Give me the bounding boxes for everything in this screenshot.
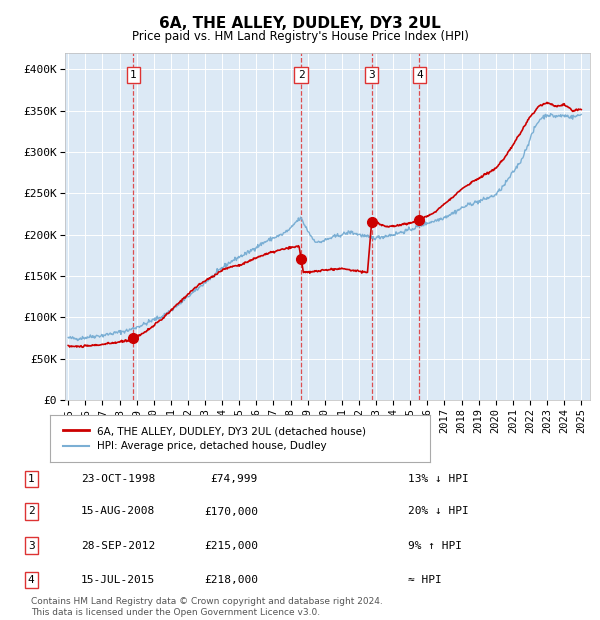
- Text: 9% ↑ HPI: 9% ↑ HPI: [408, 541, 462, 551]
- Text: 13% ↓ HPI: 13% ↓ HPI: [408, 474, 469, 484]
- Text: 1: 1: [130, 70, 137, 80]
- Text: 4: 4: [28, 575, 35, 585]
- Text: Price paid vs. HM Land Registry's House Price Index (HPI): Price paid vs. HM Land Registry's House …: [131, 30, 469, 43]
- Text: 20% ↓ HPI: 20% ↓ HPI: [408, 507, 469, 516]
- Text: 23-OCT-1998: 23-OCT-1998: [81, 474, 155, 484]
- Text: 2: 2: [28, 507, 35, 516]
- Text: £170,000: £170,000: [204, 507, 258, 516]
- Text: £218,000: £218,000: [204, 575, 258, 585]
- Text: 3: 3: [28, 541, 35, 551]
- Text: 2: 2: [298, 70, 305, 80]
- Text: 6A, THE ALLEY, DUDLEY, DY3 2UL: 6A, THE ALLEY, DUDLEY, DY3 2UL: [159, 16, 441, 31]
- Text: 1: 1: [28, 474, 35, 484]
- Legend: 6A, THE ALLEY, DUDLEY, DY3 2UL (detached house), HPI: Average price, detached ho: 6A, THE ALLEY, DUDLEY, DY3 2UL (detached…: [59, 422, 371, 456]
- Text: £215,000: £215,000: [204, 541, 258, 551]
- Text: 28-SEP-2012: 28-SEP-2012: [81, 541, 155, 551]
- Text: £74,999: £74,999: [211, 474, 258, 484]
- Text: 3: 3: [368, 70, 375, 80]
- Text: 15-JUL-2015: 15-JUL-2015: [81, 575, 155, 585]
- Text: 4: 4: [416, 70, 423, 80]
- Text: Contains HM Land Registry data © Crown copyright and database right 2024.
This d: Contains HM Land Registry data © Crown c…: [31, 598, 383, 617]
- Text: ≈ HPI: ≈ HPI: [408, 575, 442, 585]
- Text: 15-AUG-2008: 15-AUG-2008: [81, 507, 155, 516]
